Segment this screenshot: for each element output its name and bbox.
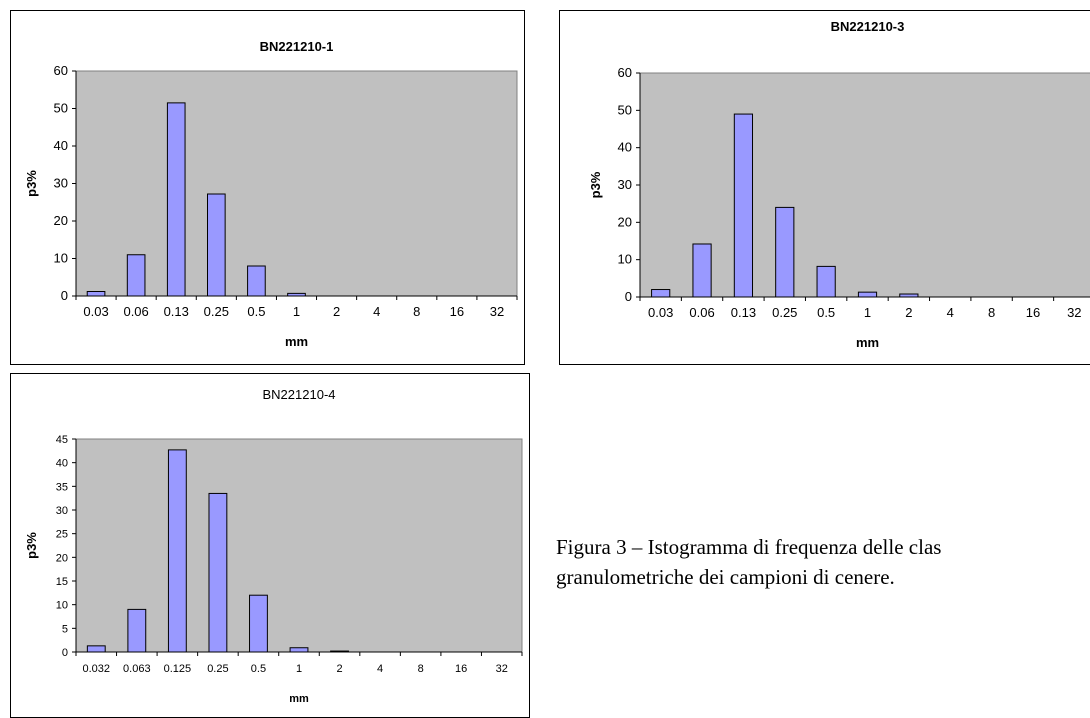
chart-1-x-tick-label: 0.25 <box>204 304 229 319</box>
chart-3-y-tick-label: 30 <box>56 505 68 517</box>
chart-3-y-tick-label: 45 <box>56 434 68 446</box>
chart-1-y-tick-label: 0 <box>61 288 68 303</box>
chart-2-bar <box>816 265 836 298</box>
chart-2-x-tick-label: 0.5 <box>817 305 835 320</box>
chart-3-bar <box>208 492 228 653</box>
chart-3-bar <box>86 645 106 653</box>
chart-3-x-tick-label: 0.032 <box>83 663 111 675</box>
chart-2-y-tick-label: 20 <box>618 214 632 229</box>
chart-3-y-tick-label: 40 <box>56 458 68 470</box>
chart-3-x-tick-label: 8 <box>418 663 424 675</box>
chart-1-y-tick-label: 60 <box>54 63 68 78</box>
chart-3-bar <box>127 608 147 653</box>
chart-1-bar <box>86 291 106 297</box>
chart-3-bar <box>330 650 349 653</box>
chart-2-x-tick-label: 2 <box>905 305 912 320</box>
chart-panel-3: BN221210-4 0 5 10 15 20 25 30 35 40 45 0.032 0.063 0.… <box>10 373 530 718</box>
chart-2-bar <box>857 291 878 298</box>
chart-1-x-tick-label: 0.13 <box>164 304 189 319</box>
chart-1-x-tick-label: 32 <box>490 304 504 319</box>
chart-1-x-tick-label: 0.06 <box>123 304 148 319</box>
chart-3-title: BN221210-4 <box>263 387 336 402</box>
chart-3-x-tick-label: 4 <box>377 663 383 675</box>
chart-1-x-tick-label: 8 <box>413 304 420 319</box>
chart-panel-1: BN221210-1 0 10 20 30 40 50 60 0.03 0.06 0.13 0.25 0… <box>10 10 525 365</box>
chart-2-x-tick-label: 8 <box>988 305 995 320</box>
chart-3-x-tick-label: 32 <box>496 663 508 675</box>
chart-2-x-tick-label: 16 <box>1026 305 1040 320</box>
chart-3-x-tick-label: 0.25 <box>207 663 228 675</box>
chart-2-x-tick-label: 1 <box>864 305 871 320</box>
chart-2-y-tick-label: 30 <box>618 177 632 192</box>
chart-1-x-tick-label: 16 <box>450 304 464 319</box>
chart-3-x-tick-label: 0.125 <box>164 663 192 675</box>
chart-3-x-tick-label: 0.063 <box>123 663 151 675</box>
chart-2: BN221210-3 0 10 20 30 40 50 60 0.03 0.06 0.13 0.25 0… <box>588 19 1090 350</box>
chart-2-plot-area <box>639 72 1090 298</box>
chart-2-bar <box>899 293 919 298</box>
chart-3: BN221210-4 0 5 10 15 20 25 30 35 40 45 0.032 0.063 0.… <box>24 387 523 705</box>
chart-1-x-tick-label: 0.03 <box>83 304 108 319</box>
figure-caption: Figura 3 – Istogramma di frequenza delle… <box>556 532 1090 592</box>
chart-1-x-tick-label: 1 <box>293 304 300 319</box>
chart-1-y-tick-label: 20 <box>54 213 68 228</box>
chart-3-x-tick-label: 16 <box>455 663 467 675</box>
chart-2-y-label: p3% <box>588 171 603 198</box>
chart-2-x-tick-label: 4 <box>947 305 954 320</box>
caption-line-2: granulometriche dei campioni di cenere. <box>556 565 895 589</box>
chart-1-bar <box>126 254 146 297</box>
chart-1-title: BN221210-1 <box>260 39 334 54</box>
chart-2-title: BN221210-3 <box>831 19 905 34</box>
chart-1-y-tick-label: 40 <box>54 138 68 153</box>
chart-1-y-tick-label: 10 <box>54 251 68 266</box>
chart-3-bar <box>249 594 268 653</box>
chart-3-y-tick-label: 5 <box>62 623 68 635</box>
chart-1-plot-area <box>75 70 518 297</box>
chart-2-y-tick-label: 0 <box>625 289 632 304</box>
chart-3-y-tick-label: 35 <box>56 481 68 493</box>
chart-3-bar <box>167 449 187 653</box>
chart-1: BN221210-1 0 10 20 30 40 50 60 0.03 0.06 0.13 0.25 0… <box>24 39 518 349</box>
chart-2-x-label: mm <box>856 335 879 350</box>
chart-2-x-tick-label: 0.06 <box>689 305 714 320</box>
chart-1-x-tick-label: 0.5 <box>247 304 265 319</box>
chart-2-y-tick-label: 10 <box>618 252 632 267</box>
chart-3-x-label: mm <box>289 693 309 705</box>
chart-1-bar <box>287 292 306 297</box>
chart-3-x-tick-label: 2 <box>336 663 342 675</box>
chart-2-y-tick-label: 60 <box>618 65 632 80</box>
chart-2-bar <box>651 289 671 298</box>
chart-1-y-label: p3% <box>24 170 39 197</box>
chart-3-y-tick-label: 25 <box>56 529 68 541</box>
chart-3-y-tick-label: 0 <box>62 647 68 659</box>
chart-2-x-tick-label: 0.13 <box>731 305 756 320</box>
chart-3-plot-area <box>75 438 523 653</box>
chart-2-bar <box>733 113 754 298</box>
chart-1-x-tick-label: 2 <box>333 304 340 319</box>
chart-1-x-tick-label: 4 <box>373 304 380 319</box>
chart-2-bar <box>692 243 712 298</box>
chart-3-bar <box>289 647 309 653</box>
chart-3-x-tick-label: 0.5 <box>251 663 266 675</box>
chart-2-y-tick-label: 40 <box>618 140 632 155</box>
chart-2-x-tick-label: 0.03 <box>648 305 673 320</box>
chart-3-y-tick-label: 10 <box>56 600 68 612</box>
caption-line-1: Figura 3 – Istogramma di frequenza delle… <box>556 535 942 559</box>
chart-3-y-tick-label: 15 <box>56 576 68 588</box>
chart-1-bar <box>166 102 186 297</box>
chart-2-bar <box>775 206 795 298</box>
chart-3-x-tick-label: 1 <box>296 663 302 675</box>
chart-2-x-tick-label: 0.25 <box>772 305 797 320</box>
chart-1-bar <box>206 193 226 297</box>
chart-1-x-label: mm <box>285 334 308 349</box>
chart-2-x-tick-label: 32 <box>1067 305 1081 320</box>
chart-2-y-tick-label: 50 <box>618 102 632 117</box>
chart-3-y-label: p3% <box>24 532 39 559</box>
chart-3-y-tick-label: 20 <box>56 552 68 564</box>
chart-1-bar <box>247 265 266 297</box>
chart-panel-2: BN221210-3 0 10 20 30 40 50 60 0.03 0.06 0.13 0.25 0… <box>559 10 1090 365</box>
chart-1-y-tick-label: 30 <box>54 176 68 191</box>
chart-1-y-tick-label: 50 <box>54 101 68 116</box>
